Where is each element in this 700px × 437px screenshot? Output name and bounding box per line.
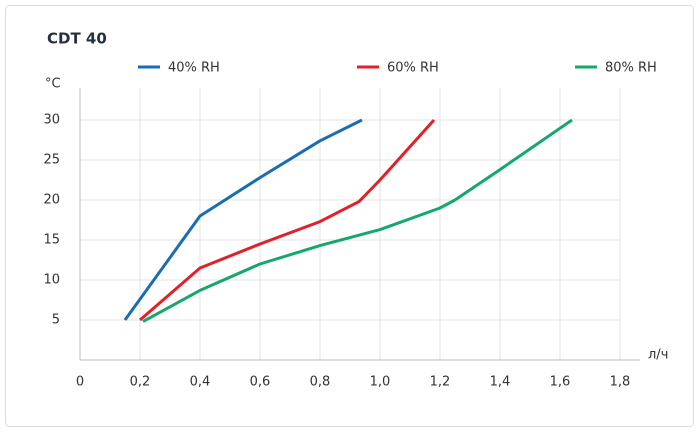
x-tick-label: 1,0 [370,375,391,390]
x-tick-label: 0,8 [310,375,331,390]
x-tick-label: 1,2 [430,375,451,390]
x-tick-label: 0 [76,375,84,390]
card [5,5,694,427]
x-tick-label: 1,6 [550,375,571,390]
data-line [123,118,363,321]
legend-label: 60% RH [387,61,439,76]
y-tick-label: 30 [43,113,60,128]
y-tick-label: 5 [52,313,60,328]
x-tick-label: 1,4 [490,375,511,390]
x-tick-label: 0,2 [130,375,151,390]
x-axis-label: л/ч [648,348,668,363]
data-line [142,118,573,323]
x-tick-label: 0,4 [190,375,211,390]
y-tick-label: 15 [43,233,60,248]
y-tick-label: 20 [43,193,60,208]
y-tick-label: 10 [43,273,60,288]
chart-title: CDT 40 [47,30,107,48]
data-line [139,118,436,322]
legend-label: 40% RH [168,61,220,76]
x-tick-label: 0,6 [250,375,271,390]
y-tick-label: 25 [43,153,60,168]
y-axis-label: °C [45,77,61,92]
legend-label: 80% RH [605,61,657,76]
x-tick-label: 1,8 [610,375,631,390]
